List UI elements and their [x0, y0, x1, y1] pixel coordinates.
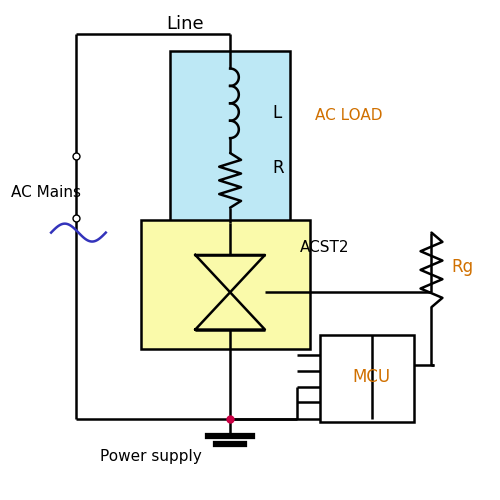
- Text: Power supply: Power supply: [100, 449, 202, 464]
- Text: Rg: Rg: [452, 258, 473, 276]
- Text: AC Mains: AC Mains: [12, 186, 82, 200]
- Text: ACST2: ACST2: [300, 240, 349, 255]
- Text: R: R: [272, 159, 284, 177]
- Text: AC LOAD: AC LOAD: [314, 108, 382, 123]
- Text: Line: Line: [166, 15, 204, 33]
- Text: L: L: [272, 104, 281, 122]
- Bar: [170, 51, 290, 230]
- Bar: [320, 334, 414, 422]
- Bar: [140, 220, 310, 350]
- Text: MCU: MCU: [353, 368, 391, 386]
